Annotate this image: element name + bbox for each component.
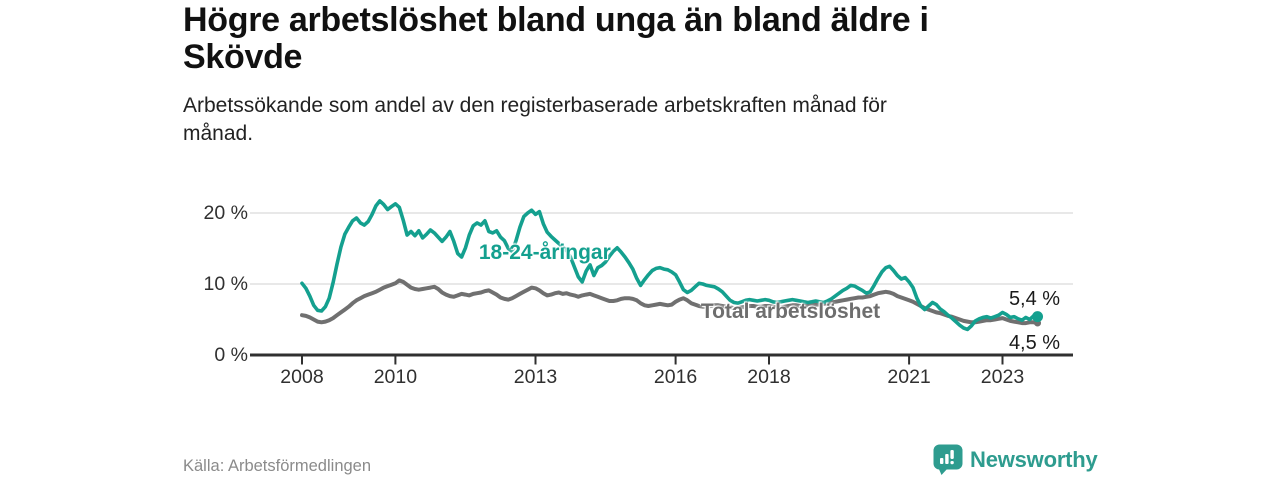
end-value-total: 4,5 %: [1008, 332, 1061, 355]
x-axis-tick-label: 2010: [373, 366, 418, 388]
y-axis-tick-label: 10 %: [203, 273, 248, 295]
x-axis-tick-label: 2016: [653, 366, 698, 388]
end-dot-young: [1032, 311, 1044, 323]
x-axis-tick-label: 2023: [980, 366, 1025, 388]
chart-bubble-icon: [933, 444, 963, 475]
page-title: Högre arbetslöshet bland unga än bland ä…: [183, 1, 929, 76]
y-axis-tick-label: 0 %: [214, 344, 248, 366]
source-note: Källa: Arbetsförmedlingen: [183, 457, 372, 475]
x-axis-tick-label: 2021: [887, 366, 931, 388]
end-value-young: 5,4 %: [1008, 287, 1061, 310]
series-line-total: [300, 278, 1040, 326]
series-label-young: 18-24-åringar: [478, 241, 611, 265]
newsworthy-logo: Newsworthy: [933, 444, 1098, 475]
series-line-young: [300, 199, 1040, 332]
newsworthy-logo-text: Newsworthy: [970, 446, 1098, 472]
x-axis-tick-label: 2018: [747, 366, 791, 388]
y-axis-tick-label: 20 %: [203, 202, 248, 224]
x-axis-tick-label: 2013: [513, 366, 558, 388]
x-axis-tick-label: 2008: [280, 366, 324, 388]
page-subtitle: Arbetssökande som andel av den registerb…: [183, 94, 887, 145]
series-label-total: Total arbetslöshet: [700, 300, 881, 324]
